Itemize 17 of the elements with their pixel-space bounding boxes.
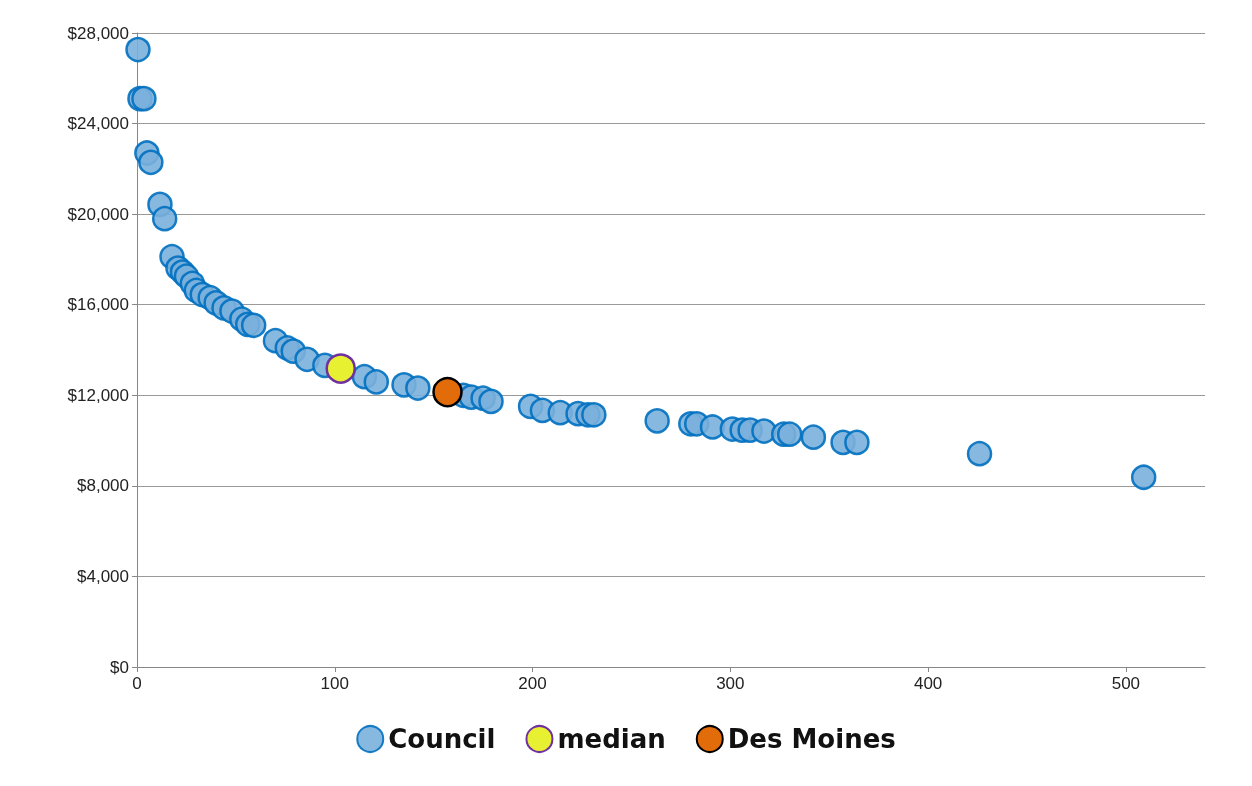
y-tick-label: $0 — [110, 657, 129, 677]
y-tick-label: $12,000 — [67, 385, 129, 405]
x-tick-label: 400 — [913, 674, 943, 693]
y-tick-label: $24,000 — [67, 114, 129, 134]
legend-label: Council — [388, 724, 496, 754]
x-tick-label: 100 — [320, 674, 349, 693]
y-tick-label: $4,000 — [77, 566, 129, 586]
y-tick-label: $28,000 — [67, 23, 129, 43]
legend-label: median — [557, 724, 666, 754]
x-tick-label: 500 — [1111, 674, 1141, 693]
x-tick-label: 0 — [132, 674, 142, 693]
x-tick-label: 200 — [518, 674, 547, 693]
y-tick-label: $8,000 — [77, 476, 129, 496]
y-tick-label: $20,000 — [67, 204, 129, 224]
y-tick-label: $16,000 — [67, 295, 129, 315]
x-tick-label: 300 — [716, 674, 745, 693]
legend-label: Des Moines — [727, 724, 896, 754]
